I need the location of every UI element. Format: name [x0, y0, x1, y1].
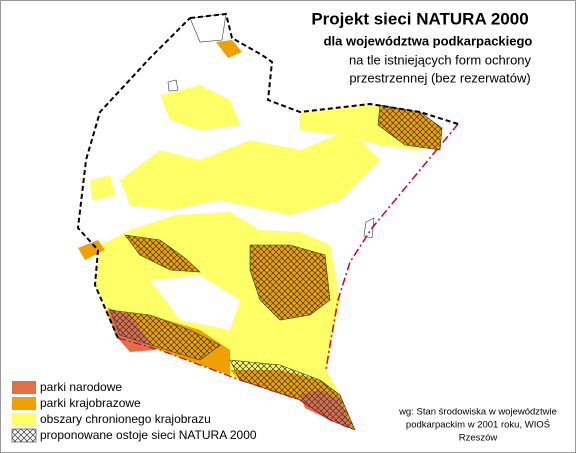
source: podkarpackim w 2001 roku, WIOŚ [406, 419, 550, 431]
natura-area [377, 104, 443, 151]
source: Rzeszów [459, 433, 498, 444]
legend-swatch [12, 413, 36, 426]
state-border [325, 123, 459, 371]
legend-label: obszary chronionego krajobrazu [40, 412, 211, 426]
natura-area [109, 309, 221, 361]
legend-label: parki krajobrazowe [40, 396, 141, 410]
source: wg: Stan środowiska w województwie [398, 407, 557, 418]
natura-areas [109, 13, 443, 431]
title: Projekt sieci NATURA 2000 [311, 9, 528, 28]
legend-swatch [11, 428, 37, 443]
state-border [117, 337, 356, 431]
legend-swatch [12, 397, 36, 410]
landscape-park [78, 240, 105, 260]
landscape-park [216, 40, 242, 58]
natura-area [363, 217, 375, 239]
natura-area [249, 244, 331, 321]
region-border [76, 17, 191, 339]
description: przestrzennej (bez rezerwatów) [349, 70, 530, 85]
natura-area [167, 79, 179, 92]
description: na tle istniejących form ochrony [349, 52, 532, 67]
yellow-area [160, 85, 240, 130]
legend-label: parki narodowe [40, 380, 122, 394]
yellow-area [90, 175, 115, 200]
region-border [189, 12, 459, 125]
natura-area [124, 234, 201, 273]
legend-label: proponowane ostoje sieci NATURA 2000 [40, 428, 257, 442]
white-area [150, 275, 240, 330]
yellow-area [120, 130, 380, 215]
subtitle: dla województwa podkarpackiego [324, 33, 533, 48]
legend-swatch [12, 381, 36, 394]
